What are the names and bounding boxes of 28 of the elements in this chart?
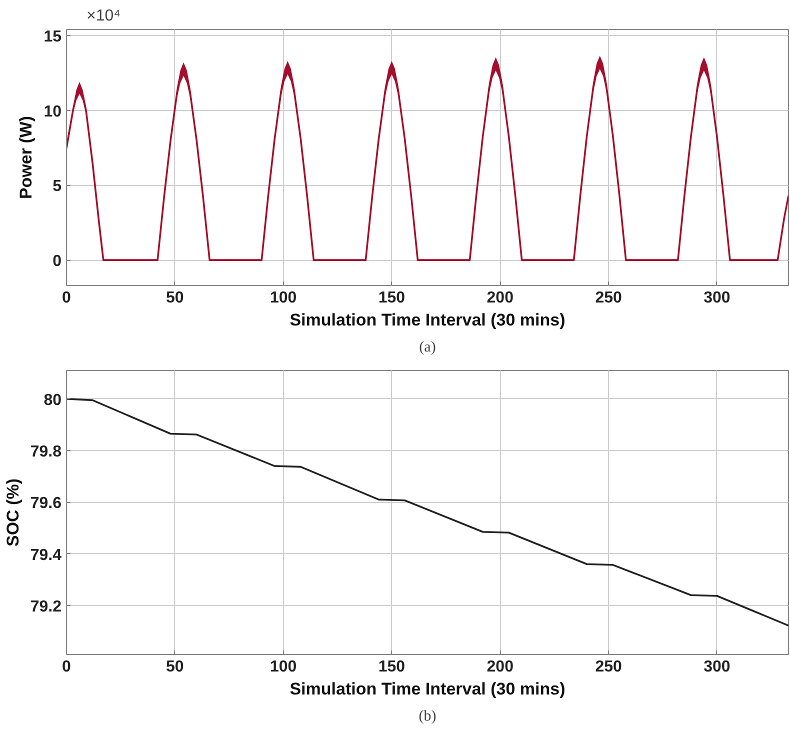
y-axis-title: SOC (%): [3, 478, 22, 546]
y-tick-label: 0: [52, 253, 62, 270]
text: (b): [418, 708, 436, 724]
y-tick-label: 10: [44, 103, 62, 120]
x-tick-label: 100: [270, 658, 297, 676]
x-tick-label: 150: [378, 658, 406, 676]
x-tick-label: 300: [704, 290, 730, 306]
x-axis-title: Simulation Time Interval (30 mins): [290, 310, 566, 330]
y-tick-label: 79.8: [30, 444, 62, 461]
y-tick-label: 15: [44, 28, 62, 46]
y-tick-label: 79.2: [30, 598, 62, 616]
x-tick-label: 300: [704, 658, 730, 676]
y-tick-label: 5: [52, 178, 62, 196]
y-tick-label: 79.4: [30, 546, 62, 564]
x-tick-label: 250: [595, 290, 622, 306]
y-tick-label: 80: [44, 392, 62, 409]
x-tick-label: 200: [486, 290, 514, 306]
x-tick-label: 50: [166, 290, 184, 306]
text: (a): [419, 340, 436, 356]
y-tick-label: 79.6: [30, 495, 62, 512]
x-tick-label: 250: [595, 658, 622, 676]
text: ×10⁴: [86, 8, 121, 24]
y-axis-title: Power (W): [16, 116, 36, 200]
x-tick-label: 50: [166, 658, 184, 676]
x-tick-label: 100: [270, 290, 297, 306]
x-axis-title: Simulation Time Interval (30 mins): [290, 680, 566, 698]
x-tick-label: 150: [378, 290, 406, 306]
x-tick-label: 200: [486, 658, 514, 676]
